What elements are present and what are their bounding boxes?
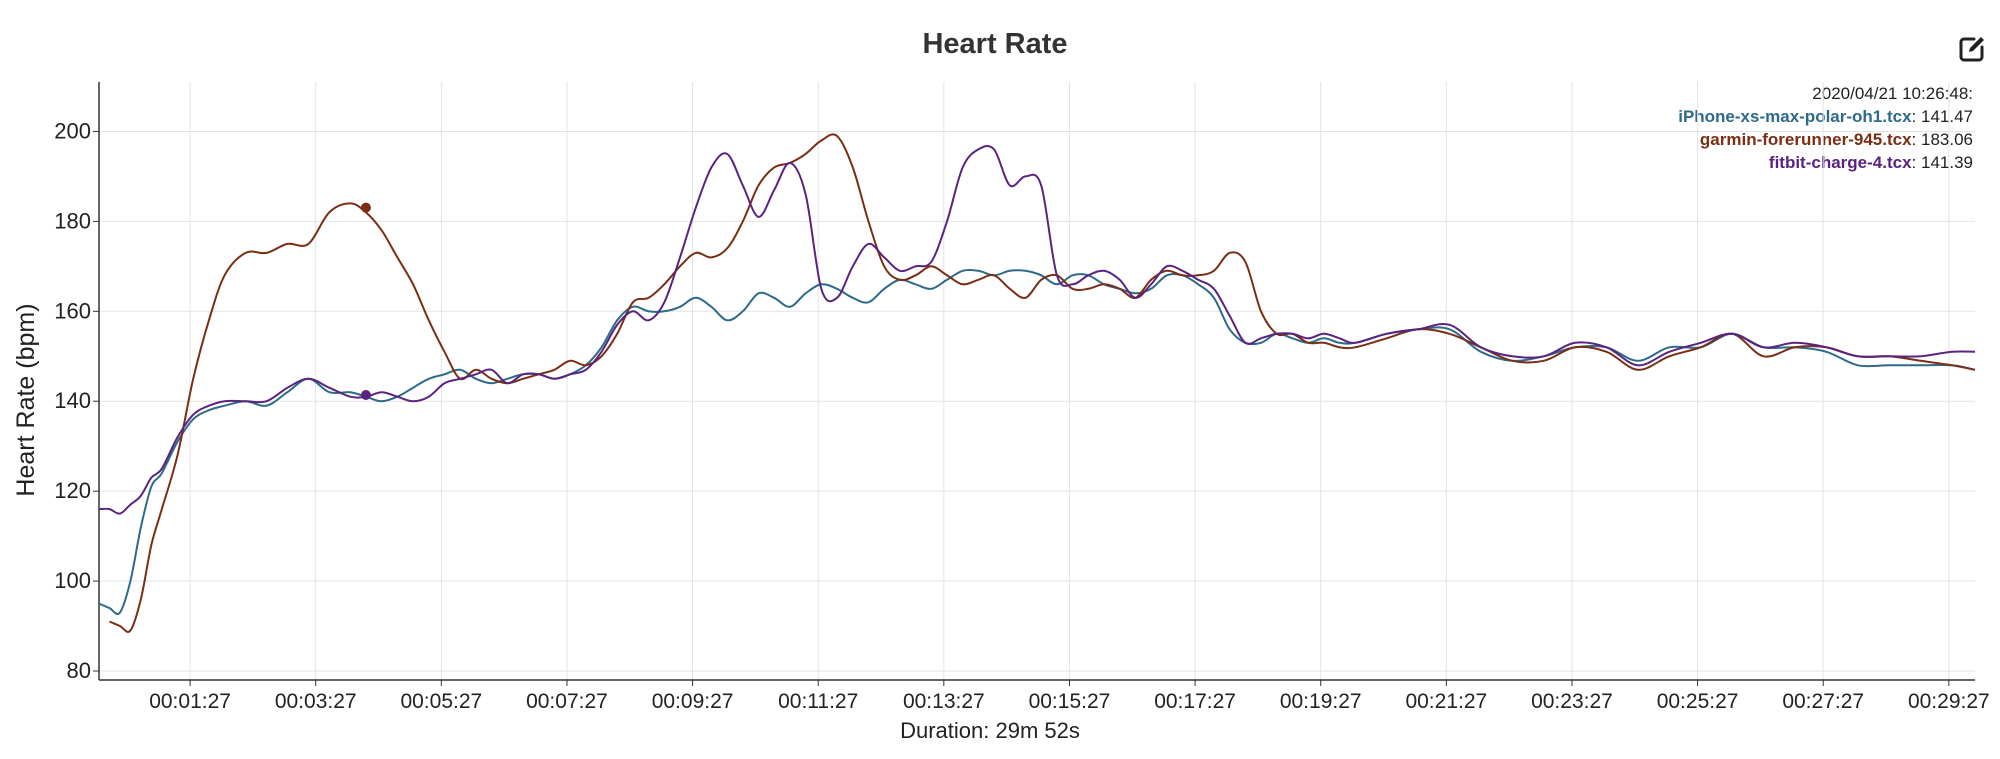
hover-markers [360, 202, 371, 400]
grid [99, 82, 1975, 680]
hover-marker [360, 389, 371, 400]
x-tick-label: 00:07:27 [526, 690, 608, 713]
y-tick-label: 120 [54, 478, 91, 503]
x-tick-label: 00:01:27 [149, 690, 231, 713]
x-axis-label: Duration: 29m 52s [900, 718, 1080, 743]
x-tick-label: 00:21:27 [1405, 690, 1487, 713]
x-tick-label: 00:11:27 [778, 690, 858, 713]
y-tick-label: 200 [54, 118, 91, 143]
series-line-0 [98, 268, 1976, 615]
hover-series-value: 183.06 [1921, 130, 1973, 149]
x-tick-label: 00:09:27 [652, 690, 734, 713]
hover-timestamp: 2020/04/21 10:26:48: [1812, 84, 1973, 103]
x-tick-labels: 00:01:27 00:03:27 00:05:27 00:07:27 00:09:27… [149, 690, 1990, 713]
x-tick-label: 00:13:27 [903, 690, 985, 713]
series-line-1 [109, 133, 1976, 633]
y-tick-label: 80 [67, 658, 91, 683]
y-tick-label: 140 [54, 388, 91, 413]
y-tick-label: 100 [54, 568, 91, 593]
hover-series-name: garmin-forerunner-945.tcx [1699, 130, 1912, 149]
y-tick-label: 180 [54, 208, 91, 233]
series-line-2 [98, 144, 1976, 515]
chart-title: Heart Rate [922, 28, 1068, 60]
series-lines [98, 133, 1976, 633]
x-tick-label: 00:17:27 [1154, 690, 1236, 713]
y-tick-label: 160 [54, 298, 91, 323]
y-tick-labels: 80 100 120 140 160 180 200 [54, 118, 91, 683]
x-tick-label: 00:05:27 [400, 690, 482, 713]
hover-readout: 2020/04/21 10:26:48: iPhone-xs-max-polar… [1678, 82, 1973, 174]
hover-series-name: iPhone-xs-max-polar-oh1.tcx [1678, 107, 1912, 126]
axes [93, 82, 1975, 686]
hover-marker [360, 202, 371, 213]
hover-series-value: 141.39 [1921, 153, 1973, 172]
hover-series-name: fitbit-charge-4.tcx [1768, 153, 1912, 172]
edit-icon[interactable] [1957, 34, 1987, 64]
x-tick-label: 00:19:27 [1280, 690, 1362, 713]
x-tick-label: 00:27:27 [1782, 690, 1864, 713]
x-tick-label: 00:15:27 [1029, 690, 1111, 713]
hover-row: garmin-forerunner-945.tcx: 183.06 [1699, 130, 1973, 149]
y-axis-label: Heart Rate (bpm) [12, 303, 40, 496]
hover-series-value: 141.47 [1921, 107, 1973, 126]
hover-row: fitbit-charge-4.tcx: 141.39 [1768, 153, 1973, 172]
hover-row: iPhone-xs-max-polar-oh1.tcx: 141.47 [1678, 107, 1973, 126]
x-tick-label: 00:29:27 [1908, 690, 1990, 713]
x-tick-label: 00:03:27 [275, 690, 357, 713]
x-tick-label: 00:23:27 [1531, 690, 1613, 713]
x-tick-label: 00:25:27 [1657, 690, 1739, 713]
